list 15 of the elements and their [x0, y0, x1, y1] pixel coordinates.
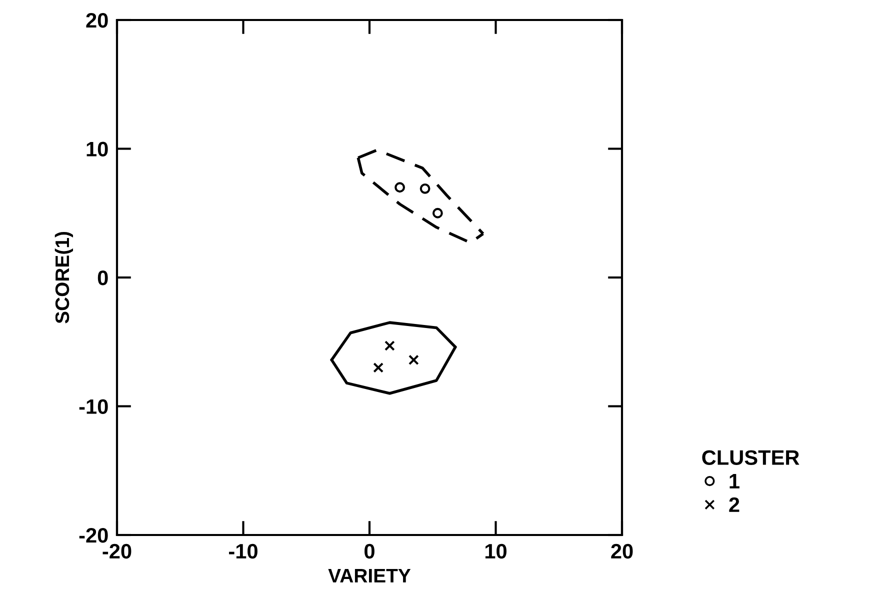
- x-tick-label: 10: [485, 544, 506, 559]
- y-tick-label: 0: [98, 270, 108, 286]
- legend-label: 2: [729, 497, 740, 512]
- legend-title: CLUSTER: [702, 450, 800, 465]
- legend-label: 1: [730, 474, 740, 488]
- x-tick-label: -20: [102, 544, 132, 559]
- y-tick-label: 10: [86, 142, 108, 157]
- y-axis-title: SCORE(1): [54, 232, 74, 324]
- x-tick-label: -10: [229, 544, 258, 559]
- x-axis-title: VARIETY: [328, 569, 411, 582]
- x-tick-label: 20: [611, 544, 633, 559]
- y-tick-label: 20: [86, 13, 108, 28]
- x-tick-label: 0: [364, 544, 374, 559]
- y-tick-label: -20: [79, 528, 108, 543]
- y-tick-label: -10: [79, 399, 108, 414]
